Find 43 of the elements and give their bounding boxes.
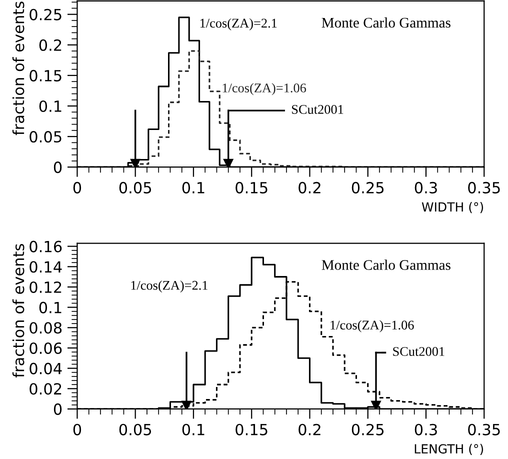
- y-tick-label: 0.08: [30, 322, 62, 334]
- series-label: 1/cos(ZA)=2.1: [200, 18, 277, 30]
- x-tick-label: 0.2: [298, 424, 320, 436]
- y-tick-label: 0.06: [30, 342, 62, 354]
- x-tick-label: 0.25: [352, 182, 384, 194]
- y-tick-label: 0.02: [30, 383, 62, 395]
- x-tick-label: 0.35: [468, 182, 500, 194]
- y-axis-title: fraction of events: [12, 244, 24, 378]
- x-tick-label: 0.05: [119, 182, 152, 194]
- x-tick-label: 0.25: [352, 424, 384, 436]
- y-tick-label: 0.15: [30, 70, 62, 82]
- y-tick-label: 0.14: [30, 261, 62, 273]
- ref-line-label: SCut2001: [292, 104, 344, 114]
- y-tick-label: 0.05: [30, 131, 62, 143]
- x-axis-title: LENGTH (°): [414, 444, 484, 456]
- y-tick-label: 0.12: [30, 281, 62, 294]
- y-tick-label: 0.25: [30, 8, 62, 20]
- y-tick-label: 0: [54, 162, 62, 174]
- y-axis-title: fraction of events: [12, 2, 24, 136]
- y-tick-label: 0.1: [39, 100, 62, 112]
- y-tick-label: 0.16: [30, 240, 62, 252]
- annotation: Monte Carlo Gammas: [322, 260, 450, 270]
- series-label: 1/cos(ZA)=1.06: [222, 83, 306, 96]
- series-label: 1/cos(ZA)=1.06: [330, 320, 414, 332]
- x-tick-label: 0: [73, 182, 82, 194]
- x-tick-label: 0.15: [236, 182, 268, 194]
- x-tick-label: 0.15: [236, 424, 268, 436]
- series-label: 1/cos(ZA)=2.1: [131, 280, 208, 292]
- y-tick-label: 0.1: [39, 302, 62, 314]
- x-axis-title: WIDTH (°): [422, 202, 484, 214]
- x-tick-label: 0.1: [182, 182, 204, 194]
- x-tick-label: 0.3: [414, 424, 437, 436]
- x-tick-label: 0.1: [182, 424, 204, 436]
- annotation: Monte Carlo Gammas: [322, 17, 450, 28]
- y-tick-label: 0: [54, 403, 62, 415]
- ref-line-label: SCut2001: [393, 347, 444, 356]
- x-tick-label: 0.2: [298, 182, 320, 194]
- x-tick-label: 0.3: [414, 182, 437, 194]
- x-tick-label: 0: [73, 424, 82, 436]
- x-tick-label: 0.35: [468, 424, 500, 436]
- y-tick-label: 0.04: [30, 362, 62, 374]
- y-tick-label: 0.2: [39, 39, 62, 51]
- x-tick-label: 0.05: [119, 424, 152, 436]
